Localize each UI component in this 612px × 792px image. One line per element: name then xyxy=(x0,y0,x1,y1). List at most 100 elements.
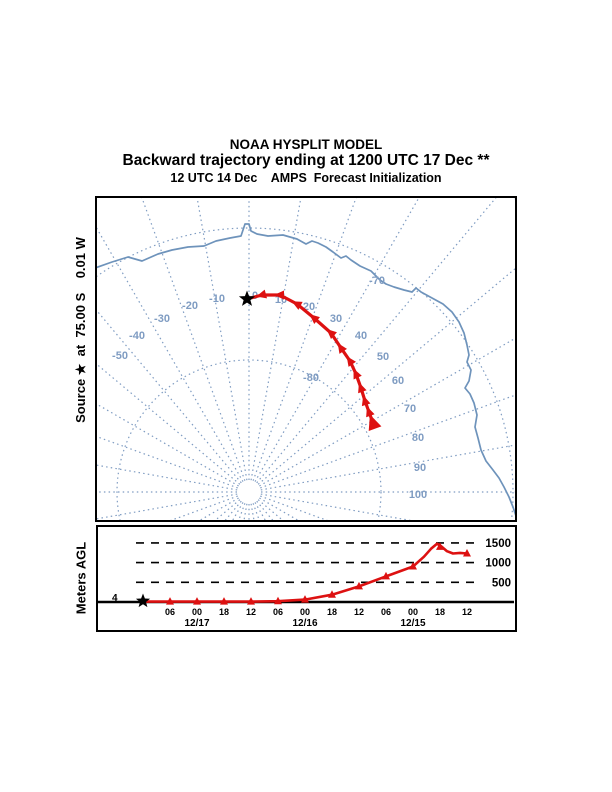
time-tick-labels: 06 00 18 12 06 00 18 12 06 00 18 12 xyxy=(165,607,472,617)
meridian-line xyxy=(97,227,244,482)
meridian-line xyxy=(170,495,238,520)
trajectory-6h-marker xyxy=(361,395,371,407)
meridian-label: -10 xyxy=(209,293,225,305)
latitude-circle xyxy=(97,227,514,520)
date-label: 12/16 xyxy=(292,618,317,629)
trajectory-6h-marker xyxy=(346,356,356,367)
tick-label: 12 xyxy=(354,607,364,617)
trajectory-path xyxy=(245,293,375,425)
start-height-label: 4 xyxy=(112,593,118,604)
trajectory-6h-marker xyxy=(353,368,362,380)
height-6h-marker xyxy=(436,542,444,550)
meridian-line xyxy=(260,495,328,520)
date-label: 12/15 xyxy=(400,618,425,629)
height-6h-marker xyxy=(274,596,282,605)
page-title: NOAA HYSPLIT MODEL xyxy=(229,137,383,152)
trajectory-6h-marker xyxy=(256,289,268,299)
profile-gridlines xyxy=(136,542,478,584)
tick-label: 00 xyxy=(408,607,418,617)
meridian-line xyxy=(260,394,515,489)
trajectory-6h-marker xyxy=(337,343,347,354)
height-profile-markers xyxy=(166,542,471,605)
height-6h-marker xyxy=(166,597,174,605)
meridian-line xyxy=(199,497,239,520)
map-panel: -50 -40 -30 -20 -10 0 10 20 30 40 50 60 70 80 90 100 -70… xyxy=(95,196,517,522)
tick-label: 12 xyxy=(462,607,472,617)
meridian-label: -50 xyxy=(112,350,128,362)
meridian-line xyxy=(97,436,238,489)
height-6h-marker xyxy=(382,571,390,580)
meridian-line xyxy=(260,444,515,491)
latitude-circle xyxy=(116,359,382,520)
meridian-label: -40 xyxy=(129,330,145,342)
gridline-label: 500 xyxy=(492,577,511,589)
meridian-line xyxy=(97,464,238,491)
latitude-label: -80 xyxy=(303,372,319,384)
tick-label: 06 xyxy=(381,607,391,617)
height-6h-marker xyxy=(328,590,336,598)
meridian-line xyxy=(256,500,274,520)
tick-label: 18 xyxy=(435,607,445,617)
meridian-line xyxy=(260,493,412,520)
meridian-line xyxy=(254,198,420,482)
height-profile-panel: 500 1000 1500 4 06 00 18 12 06 00 18 12 06 00 18 12 12/1… xyxy=(96,525,517,632)
trajectory-title: Backward trajectory ending at 1200 UTC 1… xyxy=(122,152,490,169)
meridian-line xyxy=(252,198,357,481)
trajectory-6h-marker xyxy=(326,329,337,340)
meridian-label: 70 xyxy=(404,403,416,415)
trajectory-6h-marker xyxy=(309,314,320,325)
trajectory-end-marker xyxy=(368,414,382,431)
meridian-label: 60 xyxy=(392,375,404,387)
tick-label: 18 xyxy=(327,607,337,617)
meridian-label: 50 xyxy=(377,351,389,363)
meridian-label: 100 xyxy=(409,489,427,501)
profile-gridline-labels: 500 1000 1500 xyxy=(485,538,511,589)
meridian-line xyxy=(257,268,515,485)
trajectory-6h-marker xyxy=(366,406,375,418)
meridian-label: -30 xyxy=(154,313,170,325)
meridian-label: -20 xyxy=(182,300,198,312)
tick-label: 00 xyxy=(192,607,202,617)
meridian-line xyxy=(97,363,241,485)
height-6h-marker xyxy=(301,595,309,603)
trajectory-markers xyxy=(256,289,382,431)
source-location-label: Source ★ at 75.00 S 0.01 W xyxy=(73,237,88,423)
meridian-line xyxy=(141,198,246,481)
tick-label: 06 xyxy=(165,607,175,617)
meridian-line xyxy=(254,502,266,520)
meridian-line xyxy=(196,198,248,481)
forecast-subtitle: 12 UTC 14 Dec AMPS Forecast Initializati… xyxy=(170,171,442,185)
height-6h-marker xyxy=(193,597,201,605)
trajectory-6h-marker xyxy=(358,382,367,394)
meridian-line xyxy=(256,198,497,484)
latitude-label: -70 xyxy=(369,275,385,287)
tick-label: 18 xyxy=(219,607,229,617)
height-6h-marker xyxy=(355,581,363,590)
height-6h-marker xyxy=(409,562,417,570)
date-label: 12/17 xyxy=(184,618,209,629)
meridian-line xyxy=(97,309,242,484)
meridian-line xyxy=(250,198,302,481)
tick-label: 12 xyxy=(246,607,256,617)
height-6h-marker xyxy=(220,597,228,605)
meridian-line xyxy=(252,503,260,520)
meridian-line xyxy=(214,499,241,520)
meridian-label: 80 xyxy=(412,432,424,444)
meters-agl-label: Meters AGL xyxy=(73,541,89,615)
meridian-label: 90 xyxy=(414,462,426,474)
lat-lon-grid xyxy=(97,198,515,520)
profile-source-star xyxy=(135,593,151,608)
height-profile-line xyxy=(141,542,469,603)
antarctic-map-canvas: -50-40-30-20-10 0 102030405060708090100-70… xyxy=(97,198,515,520)
tick-label: 00 xyxy=(300,607,310,617)
meridian-line xyxy=(97,493,238,520)
height-6h-marker xyxy=(463,549,471,557)
height-6h-marker xyxy=(247,597,255,605)
tick-label: 06 xyxy=(273,607,283,617)
trajectory-6h-marker xyxy=(291,301,303,310)
source-star-marker xyxy=(238,290,256,306)
meridian-line xyxy=(97,403,239,487)
grid-labels: -50-40-30-20-10 0 102030405060708090100-70… xyxy=(112,275,427,501)
